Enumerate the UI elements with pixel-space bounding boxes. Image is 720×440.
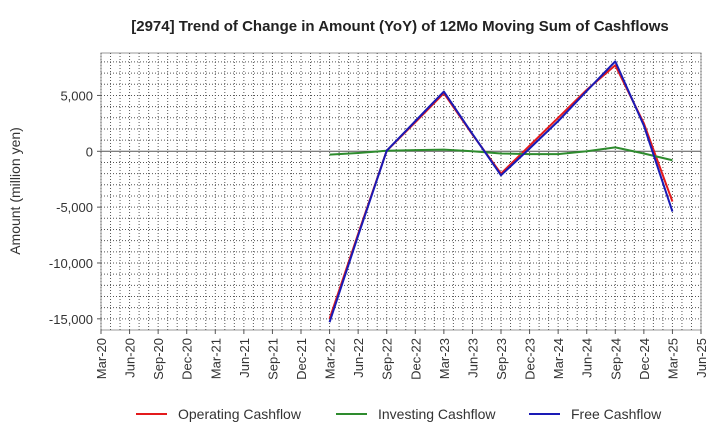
- legend-label: Investing Cashflow: [378, 406, 496, 422]
- x-tick-label: Mar-20: [94, 338, 109, 379]
- x-tick-label: Sep-22: [380, 338, 395, 380]
- y-tick-label: 5,000: [60, 88, 93, 103]
- x-tick-label: Jun-20: [123, 338, 138, 378]
- series-layer: [328, 60, 674, 323]
- x-tick-label: Sep-23: [494, 338, 509, 380]
- legend: Operating Cashflow Investing Cashflow Free…: [136, 406, 662, 422]
- x-tick-label: Sep-21: [265, 338, 280, 380]
- x-tick-label: Jun-23: [465, 338, 480, 378]
- x-tick-label: Sep-20: [151, 338, 166, 380]
- x-tick-label: Dec-23: [523, 338, 538, 380]
- x-tick-label: Jun-25: [694, 338, 709, 378]
- grid-layer: [100, 52, 702, 331]
- x-tick-label: Jun-24: [580, 338, 595, 378]
- x-tick-label: Mar-25: [665, 338, 680, 379]
- x-tick-label: Dec-21: [294, 338, 309, 380]
- x-tick-label: Dec-20: [180, 338, 195, 380]
- legend-label: Operating Cashflow: [178, 406, 302, 422]
- series-line-free-cashflow: [328, 60, 674, 323]
- y-axis-label: Amount (million yen): [7, 127, 23, 255]
- x-tick-label: Jun-21: [237, 338, 252, 378]
- x-tick-label: Jun-22: [351, 338, 366, 378]
- plot-area: [100, 52, 702, 331]
- x-tick-label: Mar-21: [208, 338, 223, 379]
- chart-title: [2974] Trend of Change in Amount (YoY) o…: [131, 18, 669, 35]
- legend-label: Free Cashflow: [571, 406, 662, 422]
- x-tick-label: Mar-23: [437, 338, 452, 379]
- x-tick-label: Mar-24: [551, 338, 566, 379]
- y-tick-label: -15,000: [49, 312, 93, 327]
- x-tick-label: Dec-24: [637, 338, 652, 380]
- y-tick-label: -10,000: [49, 256, 93, 271]
- x-tick-label: Sep-24: [608, 338, 623, 380]
- y-tick-label: -5,000: [56, 200, 93, 215]
- x-tick-label: Dec-22: [408, 338, 423, 380]
- y-tick-label: 0: [86, 144, 93, 159]
- x-tick-label: Mar-22: [323, 338, 338, 379]
